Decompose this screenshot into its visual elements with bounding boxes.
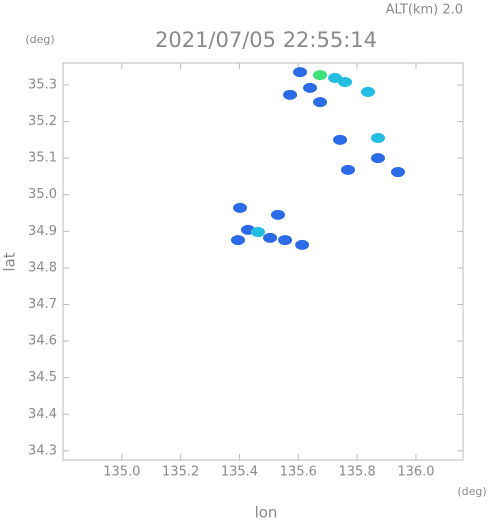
echo-cell xyxy=(233,202,248,213)
x-tick-label: 135.4 xyxy=(221,465,258,480)
echo-cell xyxy=(333,134,348,145)
echo-cell xyxy=(251,227,265,238)
echo-cell xyxy=(341,164,355,175)
x-tick-label: 135.8 xyxy=(339,465,376,480)
y-tick-label: 34.5 xyxy=(28,370,57,385)
plot-frame xyxy=(62,62,464,461)
y-tick-label: 35.1 xyxy=(28,151,57,166)
y-axis-label: lat xyxy=(1,252,19,271)
y-tick-label: 34.7 xyxy=(28,297,57,312)
echo-cell xyxy=(303,82,318,93)
y-tick-label: 35.2 xyxy=(28,114,57,129)
chart-title: 2021/07/05 22:55:14 xyxy=(155,28,377,52)
y-tick-label: 35.3 xyxy=(28,77,57,92)
y-tick-label: 34.3 xyxy=(28,443,57,458)
echo-cell xyxy=(283,89,298,100)
echo-cell xyxy=(271,209,285,220)
echo-cell xyxy=(231,235,245,246)
y-tick-label: 35.0 xyxy=(28,187,57,202)
y-tick-label: 34.8 xyxy=(28,260,57,275)
x-tick-label: 135.0 xyxy=(103,465,140,480)
y-tick-label: 34.4 xyxy=(28,407,57,422)
echo-cell xyxy=(278,235,293,246)
echo-cell xyxy=(295,239,310,250)
echo-cell xyxy=(313,70,328,81)
x-tick-label: 136.0 xyxy=(397,465,434,480)
echo-cell xyxy=(371,153,385,164)
y-unit: (deg) xyxy=(25,33,54,46)
altitude-label: ALT(km) 2.0 xyxy=(386,3,463,18)
x-axis-label: lon xyxy=(255,504,278,521)
y-tick-label: 34.9 xyxy=(28,224,57,239)
echo-cell xyxy=(313,97,328,108)
x-unit: (deg) xyxy=(457,485,486,498)
echo-cell xyxy=(391,167,405,178)
echo-cell xyxy=(293,67,308,78)
echo-cell xyxy=(361,86,375,97)
x-tick-label: 135.2 xyxy=(162,465,199,480)
echo-cell xyxy=(338,77,353,88)
x-tick-label: 135.6 xyxy=(280,465,317,480)
echo-cell xyxy=(371,133,385,144)
y-tick-label: 34.6 xyxy=(28,334,57,349)
echo-cell xyxy=(263,232,278,243)
